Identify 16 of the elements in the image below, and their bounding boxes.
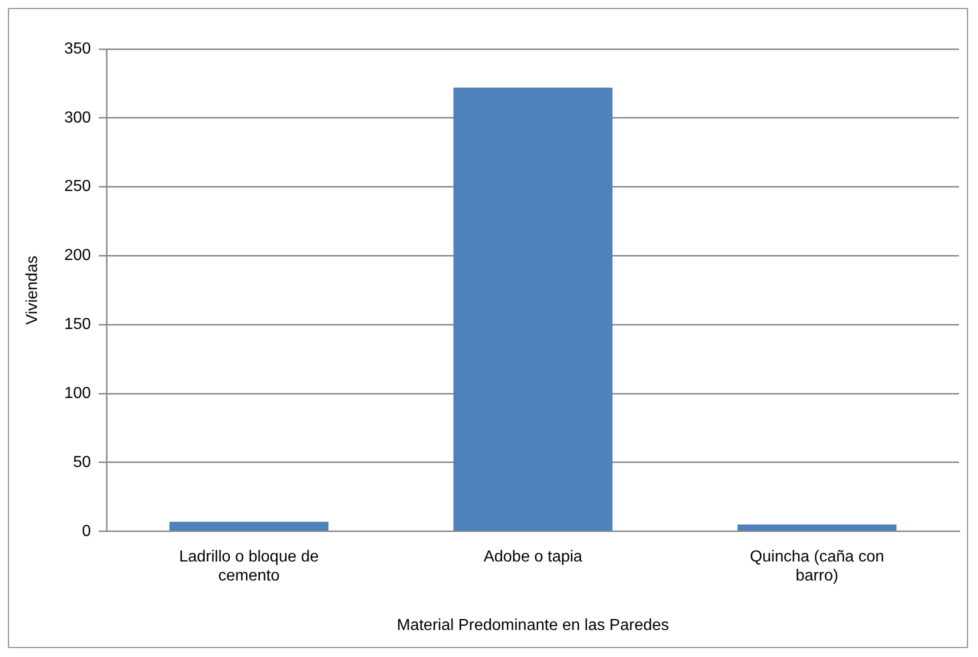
y-tick-label: 300 bbox=[64, 109, 91, 126]
y-tick-label: 50 bbox=[73, 454, 91, 471]
x-tick-label: Adobe o tapia bbox=[484, 548, 582, 566]
x-tick-label: Quincha (caña con barro) bbox=[750, 548, 884, 585]
x-tick-label: Ladrillo o bloque de cemento bbox=[179, 548, 319, 585]
bar bbox=[737, 524, 897, 531]
y-tick-label: 0 bbox=[82, 522, 91, 540]
y-axis-title: Viviendas bbox=[24, 256, 42, 325]
y-tick-label: 200 bbox=[64, 247, 91, 264]
x-axis-title: Material Predominante en las Paredes bbox=[396, 616, 670, 634]
y-tick-label: 350 bbox=[64, 40, 91, 58]
bar bbox=[453, 88, 612, 531]
y-tick-label: 100 bbox=[64, 384, 91, 402]
y-tick-label: 250 bbox=[64, 178, 91, 196]
bar bbox=[169, 522, 328, 531]
y-tick-label: 150 bbox=[64, 316, 91, 334]
